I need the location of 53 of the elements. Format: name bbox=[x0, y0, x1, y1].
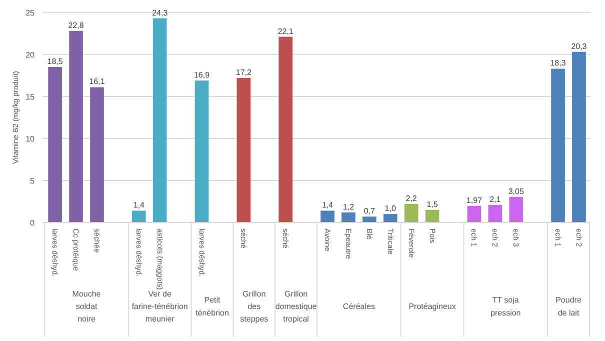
y-tick-label: 0 bbox=[30, 218, 36, 228]
bar bbox=[278, 36, 293, 222]
data-label: 1,4 bbox=[133, 200, 146, 210]
bar bbox=[194, 80, 209, 222]
bar bbox=[132, 210, 146, 222]
text: Grillon des steppes bbox=[240, 289, 268, 324]
text: Mouche soldat noire bbox=[72, 289, 102, 324]
bar bbox=[383, 214, 398, 222]
data-label: 3,05 bbox=[508, 186, 524, 196]
data-label: 20,3 bbox=[571, 42, 588, 51]
bar bbox=[320, 210, 334, 222]
y-tick-label: 5 bbox=[30, 176, 36, 186]
bar bbox=[48, 67, 62, 222]
bar bbox=[467, 206, 482, 222]
data-label: 16,1 bbox=[89, 77, 106, 86]
bar bbox=[90, 87, 104, 222]
data-label: 16,9 bbox=[194, 70, 210, 80]
y-tick-label: 15 bbox=[26, 92, 36, 102]
text: Poudre de lait bbox=[556, 296, 582, 318]
y-tick-label: 10 bbox=[26, 134, 36, 144]
text: Ver de farine-ténébrion meunier bbox=[132, 289, 188, 324]
data-label: 0,7 bbox=[364, 206, 376, 216]
data-label: 1,0 bbox=[384, 204, 396, 214]
bar bbox=[236, 78, 251, 222]
bar bbox=[404, 204, 418, 222]
bar bbox=[362, 216, 376, 222]
data-label: 22,8 bbox=[68, 20, 84, 30]
bar bbox=[488, 204, 502, 222]
text: Céréales bbox=[342, 302, 375, 311]
data-label: 1,5 bbox=[426, 200, 438, 209]
bar bbox=[551, 68, 565, 222]
data-label: 2,2 bbox=[406, 194, 418, 203]
bar bbox=[425, 210, 440, 222]
bar bbox=[342, 212, 356, 222]
data-label: 17,2 bbox=[236, 68, 252, 77]
data-label: 18,5 bbox=[47, 57, 64, 66]
data-label: 18,3 bbox=[550, 58, 566, 68]
data-label: 22,1 bbox=[278, 26, 294, 36]
bar bbox=[572, 52, 586, 222]
bar bbox=[509, 196, 524, 222]
data-label: 24,3 bbox=[152, 8, 168, 18]
text: Grillon domestique tropical bbox=[275, 289, 318, 324]
y-tick-label: 25 bbox=[26, 8, 36, 18]
text: Petit ténébrion bbox=[196, 296, 229, 318]
bar bbox=[69, 30, 83, 222]
data-label: 2,1 bbox=[490, 194, 502, 204]
data-label: 1,4 bbox=[322, 200, 334, 210]
text: TT soja pression bbox=[490, 296, 521, 318]
data-label: 1,2 bbox=[342, 202, 355, 212]
y-tick-label: 20 bbox=[26, 50, 36, 60]
bar bbox=[152, 18, 167, 222]
data-label: 1,97 bbox=[466, 196, 483, 205]
text: Protéagineux bbox=[408, 302, 456, 311]
